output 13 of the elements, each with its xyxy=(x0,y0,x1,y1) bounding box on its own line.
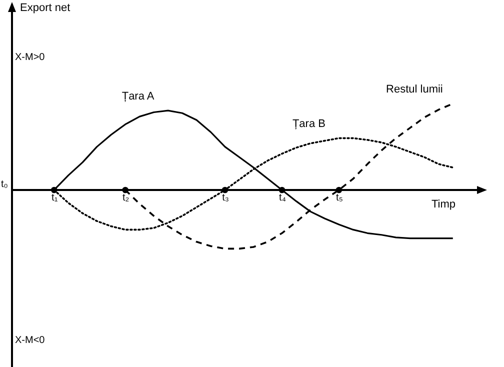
x-axis-title: Timp xyxy=(432,198,456,210)
x-tick-label: t₄ xyxy=(279,192,286,204)
text: X-M>0 xyxy=(15,52,46,63)
x-tick-label: t₅ xyxy=(336,192,343,204)
text: Export net xyxy=(20,2,70,14)
x-tick-label: t₂ xyxy=(122,192,130,204)
series-label: Restul lumii xyxy=(386,84,443,96)
text: t₀ xyxy=(1,178,8,190)
x-tick-label: t₃ xyxy=(222,192,229,204)
x-tick-label: t₁ xyxy=(52,192,58,204)
series-label: Țara A xyxy=(122,90,155,103)
text: X-M<0 xyxy=(15,335,46,346)
series-label: Țara B xyxy=(292,118,326,130)
